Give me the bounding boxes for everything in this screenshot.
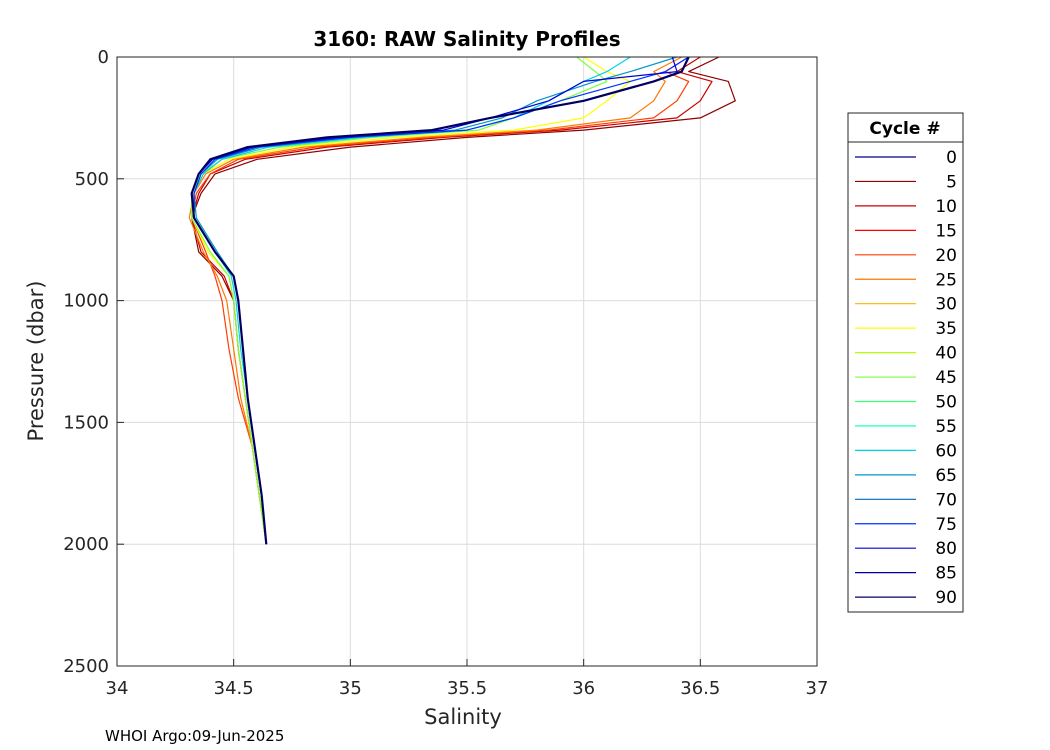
legend-label: 45 [935,368,957,388]
x-tick-label: 37 [806,678,829,699]
y-tick-label: 2500 [63,656,109,677]
legend-label: 75 [935,515,957,535]
series-layer [188,56,736,545]
legend-title: Cycle # [869,119,940,139]
y-axis-label: Pressure (dbar) [24,281,48,442]
y-tick-label: 1500 [63,412,109,433]
y-tick-label: 1000 [63,291,109,312]
x-tick-label: 35 [339,678,362,699]
legend-entries: 0 5 10 15 20 25 30 35 40 45 50 55 60 65 70 75 80 85 90 [855,148,957,608]
legend-label: 20 [935,246,957,266]
legend: Cycle # 0 5 10 15 20 25 30 35 40 45 50 55 60 65 70 75 80… [847,112,964,613]
legend-label: 60 [935,441,957,461]
legend-label: 85 [935,564,957,584]
x-tick-label: 34 [106,678,129,699]
salinity-profile-line [191,56,690,545]
legend-label: 35 [935,319,957,339]
legend-label: 55 [935,417,957,437]
legend-label: 5 [946,172,957,192]
legend-label: 10 [935,197,957,217]
legend-label: 25 [935,270,957,290]
legend-box [847,112,964,613]
legend-label: 90 [935,588,957,608]
x-tick-label: 36.5 [680,678,720,699]
legend-label: 80 [935,539,957,559]
x-tick-label: 34.5 [214,678,254,699]
salinity-profile-line [190,56,690,545]
legend-label: 40 [935,344,957,364]
x-axis-label: Salinity [424,705,502,729]
legend-label: 0 [946,148,957,168]
y-tick-label: 500 [75,169,109,190]
x-tick-label: 35.5 [447,678,487,699]
x-tick-label: 36 [572,678,595,699]
chart-title: 3160: RAW Salinity Profiles [313,27,620,51]
legend-label: 30 [935,295,957,315]
footer-credit: WHOI Argo:09-Jun-2025 [105,727,284,745]
y-tick-label: 2000 [63,534,109,555]
legend-label: 50 [935,393,957,413]
y-tick-label: 0 [98,47,109,68]
legend-label: 65 [935,466,957,486]
x-axis-ticks: 34 34.5 35 35.5 36 36.5 37 [106,659,829,699]
y-axis-ticks: 0 500 1000 1500 2000 2500 [63,47,124,677]
salinity-profile-line [188,56,682,545]
legend-label: 15 [935,221,957,241]
legend-label: 70 [935,490,957,510]
